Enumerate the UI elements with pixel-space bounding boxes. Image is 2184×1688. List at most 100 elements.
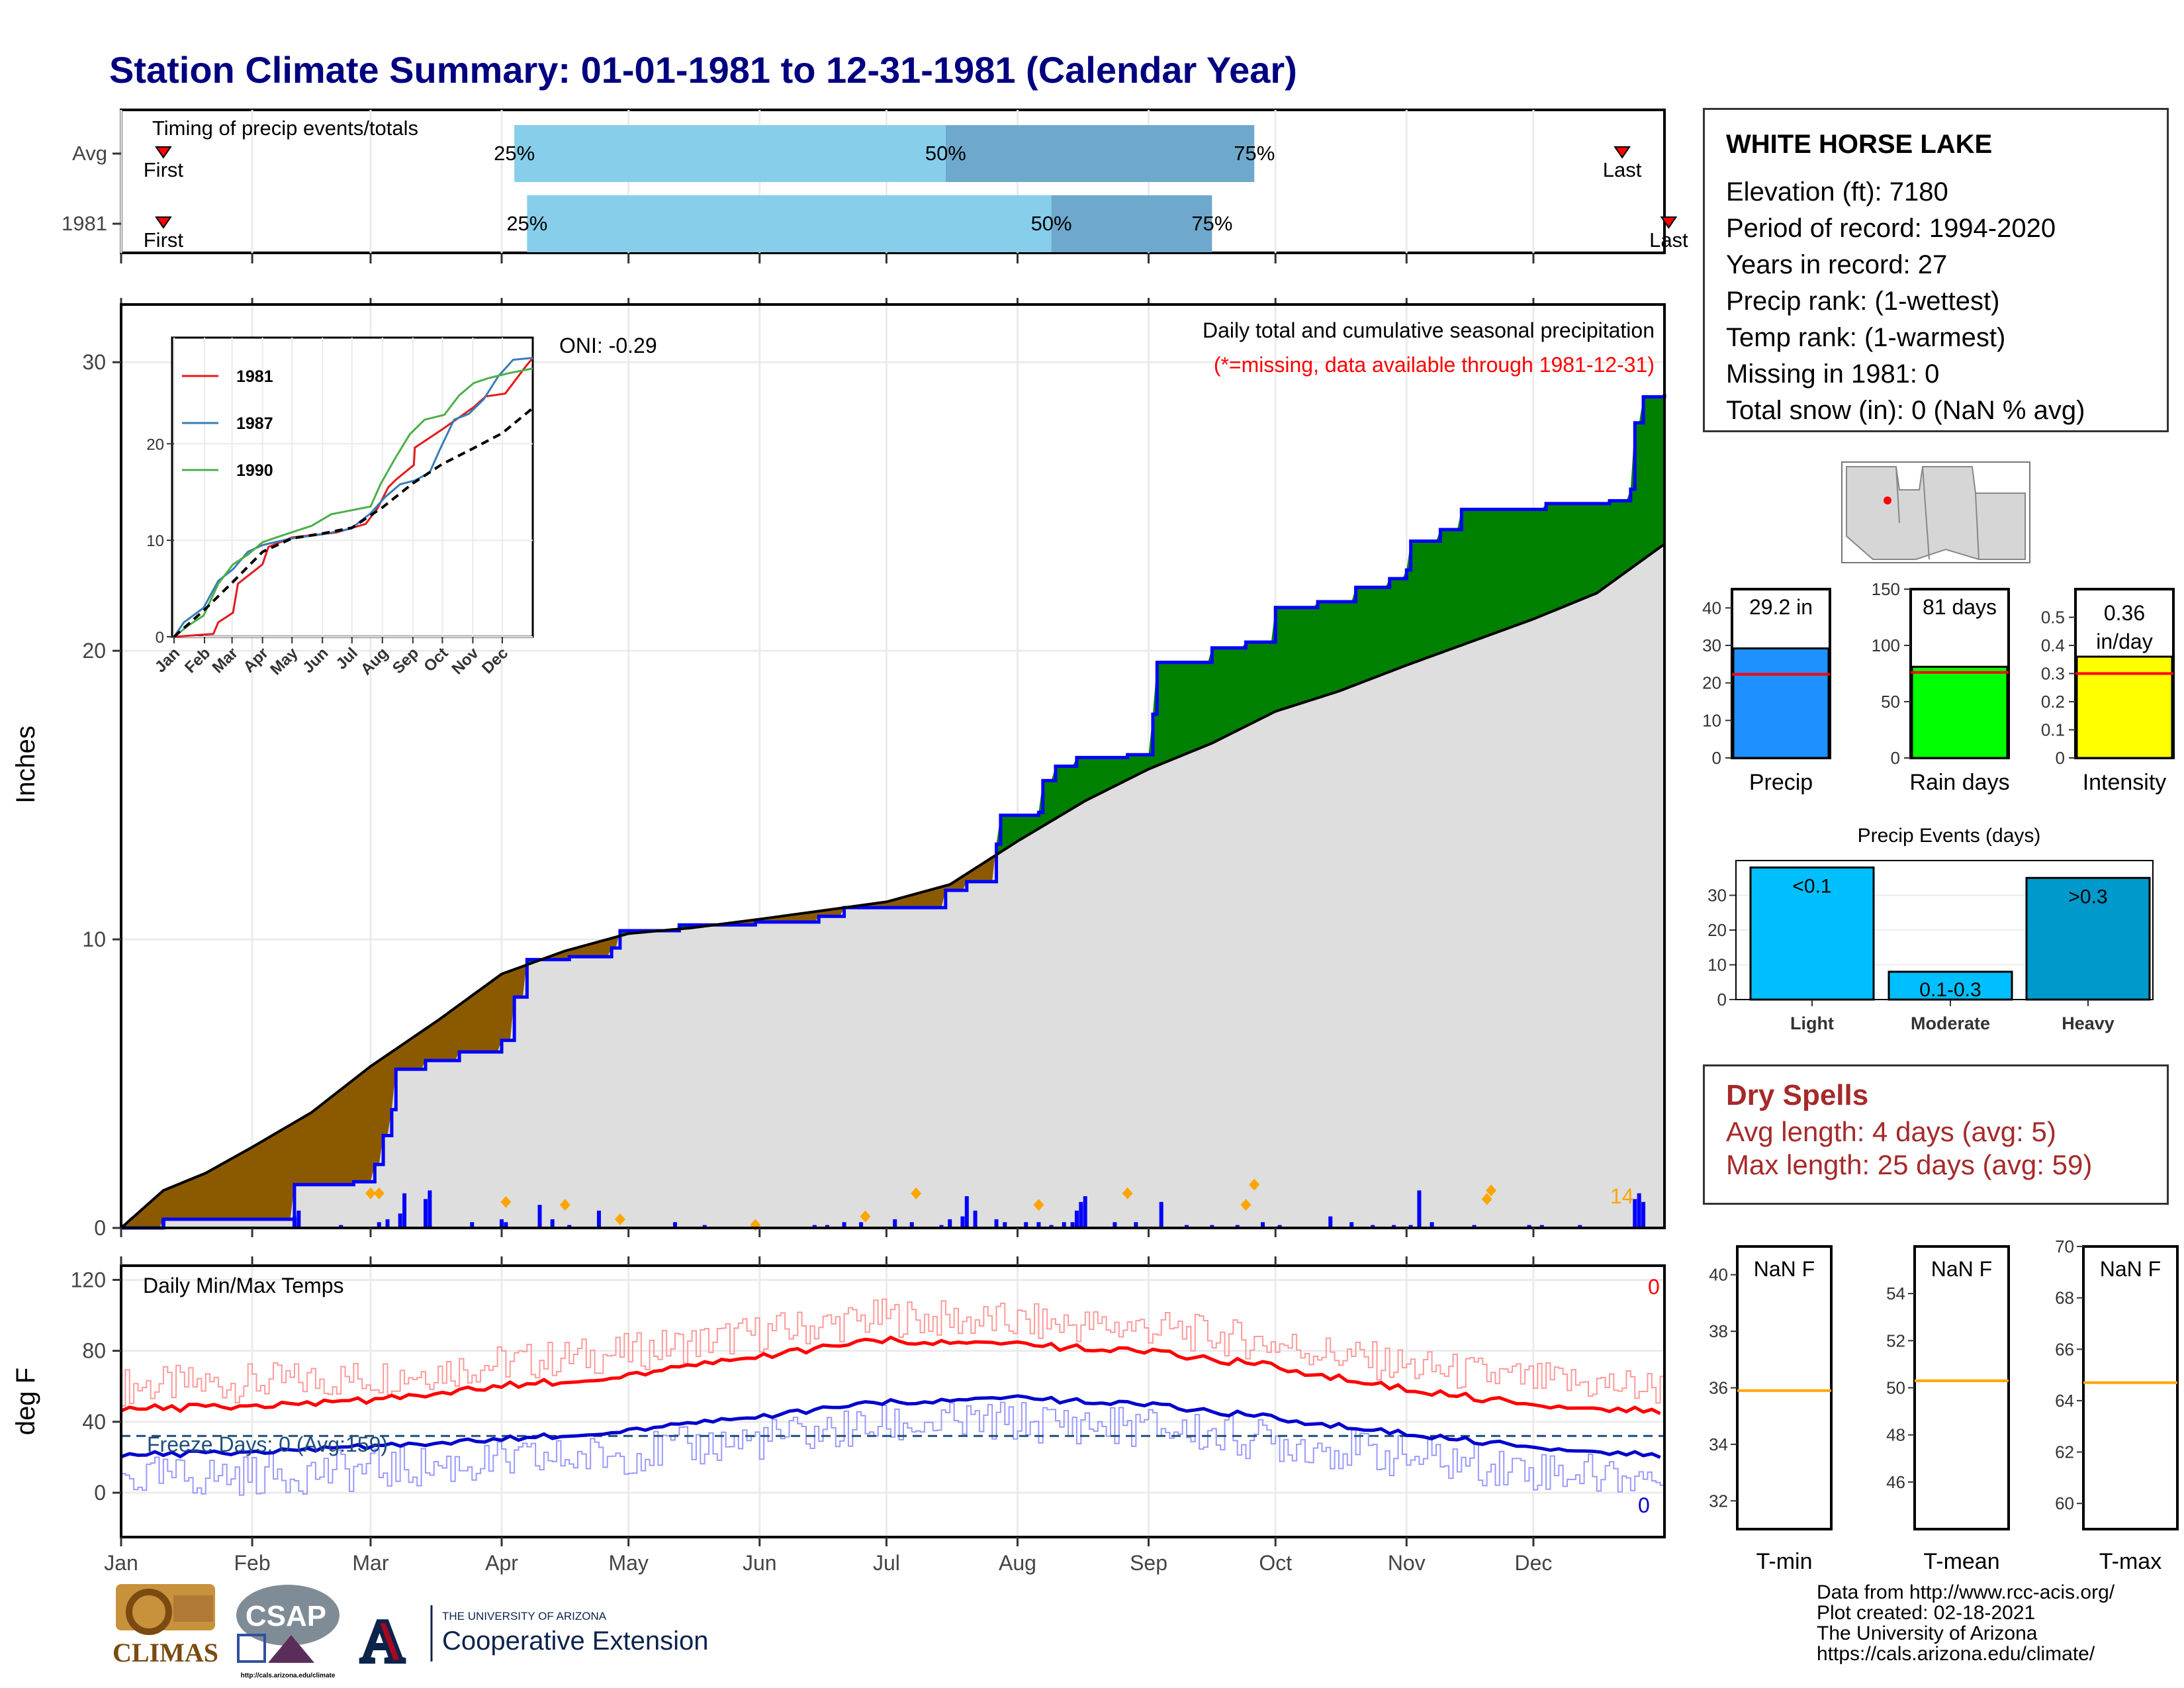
timing-row-label: Avg <box>72 142 107 165</box>
precip-y-tick-label: 20 <box>82 639 106 663</box>
summary-y-tick-label: 0.3 <box>2041 664 2065 684</box>
daily-precip-bar <box>842 1222 846 1228</box>
temp-title: Daily Min/Max Temps <box>143 1274 343 1297</box>
event-count-label: 14 <box>1610 1184 1634 1208</box>
summary-y-tick-label: 100 <box>1872 635 1900 655</box>
summary-y-tick-label: 0.5 <box>2041 608 2065 628</box>
credit-url: https://cals.arizona.edu/climate/ <box>1817 1643 2095 1665</box>
daily-precip-bar <box>402 1193 407 1228</box>
dry-spells-title: Dry Spells <box>1726 1079 1869 1111</box>
precip-y-tick-label: 30 <box>82 350 106 374</box>
event-marker <box>373 1187 385 1199</box>
daily-precip-bar <box>909 1222 914 1228</box>
station-elevation: Elevation (ft): 7180 <box>1726 177 1948 207</box>
temp-y-tick-label: 120 <box>71 1268 106 1291</box>
first-label: First <box>144 228 184 252</box>
precip-y-label: Inches <box>11 726 40 804</box>
precip-y-tick-label: 10 <box>82 927 106 951</box>
timing-p25-label: 25% <box>494 142 535 165</box>
temp-rank-y-tick-label: 62 <box>2055 1442 2074 1462</box>
daily-precip-bar <box>398 1213 402 1228</box>
temp-rank-y-tick-label: 60 <box>2055 1493 2074 1513</box>
daily-precip-bar <box>377 1222 381 1228</box>
daily-precip-bar <box>1003 1222 1007 1228</box>
ua-small-text: THE UNIVERSITY OF ARIZONA <box>442 1610 607 1622</box>
summary-value-label-line: 0.36 <box>2104 601 2145 625</box>
events-bar-moderate <box>1888 970 2013 1001</box>
daily-precip-bar <box>1371 1225 1375 1228</box>
temp-rank-y-tick-label: 54 <box>1886 1284 1905 1303</box>
dry-spells-avg: Avg length: 4 days (avg: 5) <box>1726 1116 2056 1147</box>
month-tick-label: Dec <box>1514 1551 1552 1575</box>
event-marker <box>559 1199 570 1211</box>
logos: CLIMAS CSAP http://cals.arizona.edu/clim… <box>113 1584 708 1679</box>
precip-title: Daily total and cumulative seasonal prec… <box>1203 318 1655 342</box>
csap-logo-text: CSAP <box>246 1600 326 1632</box>
event-marker <box>860 1210 871 1223</box>
temp-y-tick-label: 0 <box>94 1481 106 1505</box>
temp-panel: 0 40 80 120 deg F Daily Min/Max Temps 0 0 F… <box>11 1228 1666 1575</box>
timing-bar-25-50 <box>527 195 1052 252</box>
event-marker <box>1240 1199 1251 1211</box>
normal-tmax-line <box>120 1335 1661 1415</box>
daily-precip-bar <box>1472 1225 1477 1228</box>
month-tick-label: Nov <box>1388 1551 1426 1575</box>
station-location-dot <box>1884 496 1891 504</box>
station-period: Period of record: 1994-2020 <box>1726 214 2056 243</box>
station-temp-rank: Temp rank: (1-warmest) <box>1726 323 2006 352</box>
events-bar-label: >0.3 <box>2068 886 2107 908</box>
daily-tmin-line <box>121 1401 1665 1496</box>
events-plot-border <box>1735 860 2154 1000</box>
inset-y-tick-label: 10 <box>146 532 164 550</box>
inset-y-tick-label: 0 <box>156 629 164 647</box>
daily-precip-bar <box>825 1225 829 1228</box>
event-marker <box>1481 1193 1492 1205</box>
temp-rank-y-tick-label: 38 <box>1709 1321 1728 1341</box>
month-tick-label: Mar <box>352 1551 388 1575</box>
inset-legend-label: 1981 <box>236 367 273 386</box>
timing-label: Timing of precip events/totals <box>152 117 418 140</box>
summary-value-label: 0.36 in/day <box>2096 601 2152 653</box>
summary-bar-rain-days <box>1911 665 2009 759</box>
dry-spells-box: Dry Spells Avg length: 4 days (avg: 5) M… <box>1703 1064 2169 1205</box>
normal-area <box>121 543 1664 1228</box>
credit-university: The University of Arizona <box>1817 1622 2038 1644</box>
temp-y-label: deg F <box>11 1368 40 1435</box>
events-category-label: Moderate <box>1911 1013 1990 1033</box>
daily-precip-bar <box>161 1219 165 1228</box>
daily-precip-bar <box>292 1216 296 1228</box>
inset-lines <box>173 357 534 638</box>
precip-y-tick-label: 0 <box>94 1216 106 1240</box>
temp-rank-box-t-min <box>1736 1245 1833 1530</box>
temp-rank-box-t-max <box>2082 1245 2179 1530</box>
summary-category-label: Precip <box>1749 770 1813 795</box>
daily-tmax-line <box>121 1298 1665 1407</box>
summary-y-tick-label: 0.4 <box>2041 635 2065 655</box>
daily-precip-bar <box>1578 1225 1582 1228</box>
events-title: Precip Events (days) <box>1858 825 2041 847</box>
temp-rank-y-tick-label: 68 <box>2055 1288 2074 1308</box>
timing-bar-50-75 <box>945 125 1255 182</box>
daily-precip-bar <box>567 1225 572 1228</box>
events-bar-label: <0.1 <box>1792 876 1831 898</box>
oni-annotation: ONI: -0.29 <box>559 334 657 357</box>
event-markers <box>365 1178 1497 1231</box>
freeze-days-label: Freeze Days: 0 (Avg:159) <box>147 1432 388 1456</box>
climas-logo-text: CLIMAS <box>113 1638 218 1667</box>
event-marker <box>365 1187 376 1199</box>
summary-y-tick-label: 0 <box>1891 748 1900 768</box>
daily-precip-bar <box>1070 1222 1075 1228</box>
inset-grid <box>173 338 533 637</box>
university-of-arizona-logo: A THE UNIVERSITY OF ARIZONA Cooperative … <box>359 1605 708 1677</box>
daily-precip-bar <box>500 1219 504 1228</box>
last-marker <box>1614 146 1631 159</box>
daily-precip-bar <box>812 1225 817 1228</box>
daily-precip-bar <box>1261 1222 1265 1228</box>
daily-precip-bar <box>1527 1225 1531 1228</box>
summary-bar-precip-total <box>1732 647 1830 759</box>
daily-precip-bar <box>893 1219 897 1228</box>
